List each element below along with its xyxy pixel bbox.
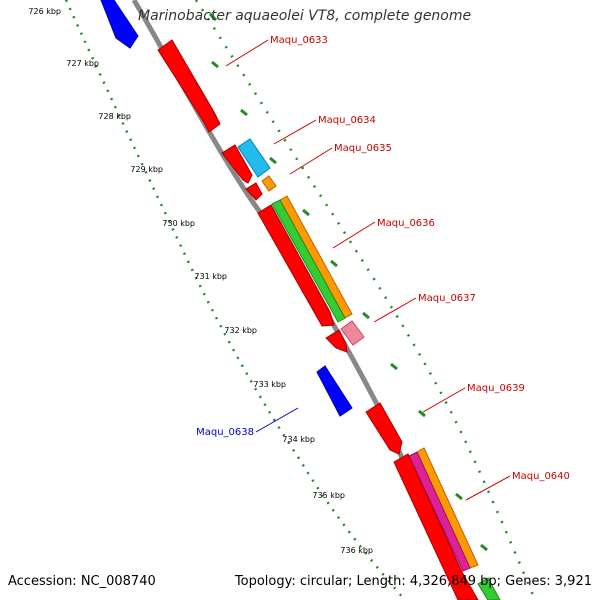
leader-line	[289, 147, 333, 175]
outer-tick-track	[194, 0, 537, 600]
tick-mark	[418, 409, 426, 418]
leader-line	[273, 119, 317, 145]
gene-bar-magenta	[408, 451, 471, 572]
tick-mark	[240, 108, 248, 117]
gene-label: Maqu_0634	[318, 115, 376, 126]
tick-label: 726 kbp	[28, 7, 61, 16]
tick-mark	[211, 60, 219, 69]
tick-mark	[455, 492, 463, 501]
map-title: Marinobacter aquaeolei VT8, complete gen…	[138, 8, 472, 24]
gene-arrow-red	[221, 144, 253, 184]
genome-stats-text: Topology: circular; Length: 4,326,849 bp…	[234, 574, 592, 589]
gene-arrow-lightblue	[237, 138, 271, 178]
gene-arrow-red	[393, 453, 479, 600]
leader-line	[332, 221, 376, 249]
tick-mark	[330, 259, 338, 268]
tick-label: 730 kbp	[162, 219, 195, 228]
gene-arrow-red	[245, 182, 263, 201]
gene-arrow-red	[365, 402, 403, 455]
major-ticks	[208, 12, 488, 552]
tick-label: 729 kbp	[130, 165, 163, 174]
gene-labels: Maqu_0633 Maqu_0634 Maqu_0635 Maqu_0636 …	[196, 35, 570, 482]
tick-label: 734 kbp	[282, 435, 315, 444]
gene-bar-green	[477, 577, 501, 600]
gene-arrow-red	[257, 204, 335, 327]
gene-label: Maqu_0640	[512, 471, 570, 482]
tick-label: 733 kbp	[253, 380, 286, 389]
tick-label: 735 kbp	[312, 491, 345, 500]
tick-label: 727 kbp	[66, 59, 99, 68]
tick-mark	[269, 156, 277, 165]
leader-line	[465, 475, 511, 501]
leader-line	[373, 297, 417, 323]
accession-text: Accession: NC_008740	[8, 574, 156, 589]
gene-arrow-blue	[100, 0, 139, 49]
gene-label: Maqu_0636	[377, 218, 435, 229]
gene-arrow-pink	[340, 320, 365, 346]
gene-label: Maqu_0635	[334, 143, 392, 154]
tick-mark	[302, 208, 310, 217]
gene-arrow-red	[325, 329, 348, 353]
tick-mark	[390, 362, 398, 371]
gene-label: Maqu_0639	[467, 383, 525, 394]
tick-label: 728 kbp	[98, 112, 131, 121]
tick-label: 736 kbp	[340, 546, 373, 555]
leader-line	[422, 387, 466, 413]
gene-arrow-blue	[316, 365, 353, 417]
tick-mark	[362, 311, 370, 320]
gene-features	[100, 0, 501, 600]
inner-tick-track	[64, 0, 406, 600]
gene-arrow-red	[157, 39, 221, 133]
leader-line	[255, 407, 299, 433]
tick-label: 731 kbp	[194, 272, 227, 281]
gene-arrow-orange	[261, 175, 277, 192]
gene-label: Maqu_0638	[196, 427, 254, 438]
gene-label: Maqu_0633	[270, 35, 328, 46]
leader-lines	[225, 39, 511, 501]
tick-labels: 726 kbp 727 kbp 728 kbp 729 kbp 730 kbp …	[28, 7, 373, 555]
tick-mark	[480, 543, 488, 552]
leader-line	[225, 39, 269, 67]
gene-label: Maqu_0637	[418, 293, 476, 304]
tick-mark	[208, 12, 218, 22]
tick-label: 732 kbp	[224, 326, 257, 335]
gene-bar-green	[271, 199, 346, 323]
